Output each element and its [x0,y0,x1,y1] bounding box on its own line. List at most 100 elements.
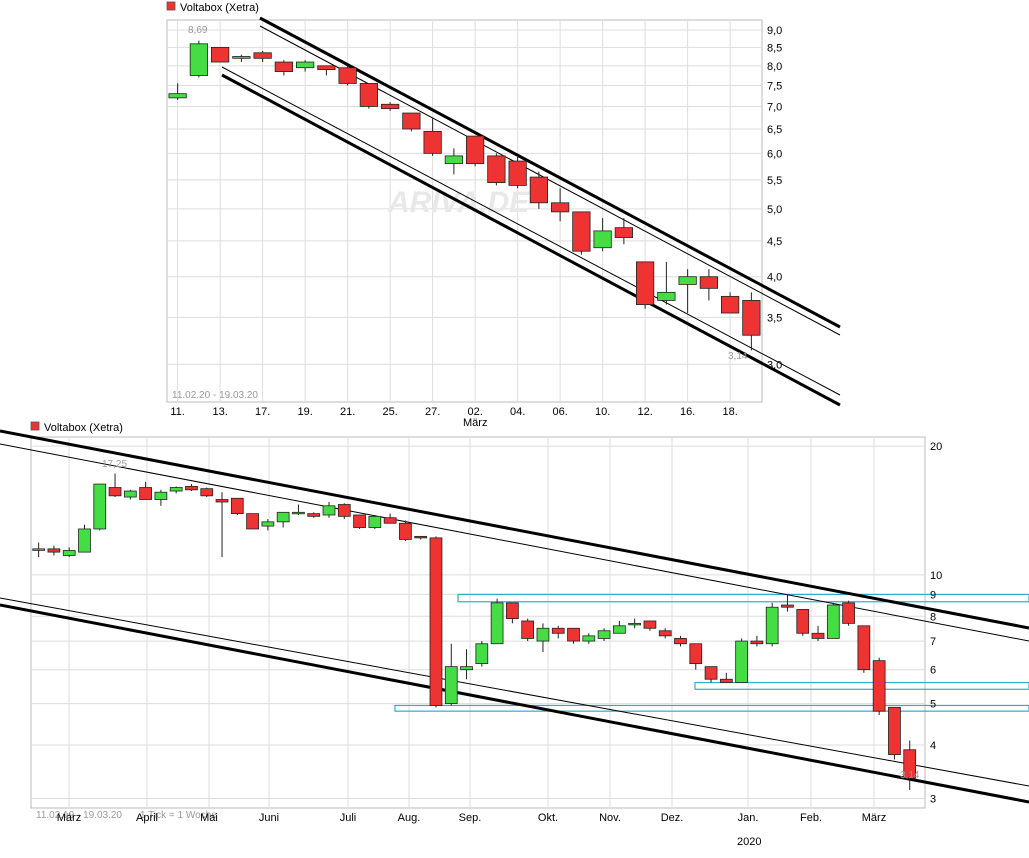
candle-body [888,706,901,755]
trend-channel [0,429,1029,804]
legend-swatch [166,1,176,11]
x-tick-label: Juni [259,812,279,824]
x-tick-label: 25. [382,406,397,418]
channel-upper [0,429,1029,630]
x-tick-label: Mai [200,812,218,824]
candle-body [628,622,642,626]
x-tick-label: Okt. [538,812,558,824]
y-tick-label: 5,0 [767,204,782,216]
x-tick-label: 04. [510,406,525,418]
candle-body [402,112,421,130]
candle-body [719,678,733,683]
candle-body [353,514,366,528]
candle-body [276,511,290,523]
candle-body [551,627,565,634]
candle-body [872,660,886,712]
y-tick-label: 7,0 [767,101,782,113]
support-zones [394,593,1029,712]
candle-body [903,749,917,779]
y-tick-label: 7 [930,636,936,648]
candle-body [230,497,244,515]
y-tick-label: 4,0 [767,272,782,284]
candle-body [699,276,718,289]
y-tick-label: 3,5 [767,312,782,324]
x-tick-label: Jan. [738,812,759,824]
candle-body [567,627,580,642]
candle-body [429,537,443,706]
x-tick-label: 11. [170,406,184,418]
channel-upper [259,16,841,329]
x-month-label: März [463,417,487,429]
high-label: 8,69 [188,25,208,36]
x-tick-label: April [136,812,158,824]
x-tick-label: 18. [722,406,737,418]
candle-body [704,666,718,680]
y-tick-label: 3 [930,793,936,805]
candle-body [296,61,315,69]
tick-label: 1 Tick = 1 Woche [140,810,217,821]
candle-body [674,638,687,645]
candle-body [487,155,506,184]
y-tick-label: 6,5 [767,124,782,136]
y-tick-label: 8,5 [767,42,782,54]
low-label: 3,14 [728,351,748,362]
candle-body [678,276,697,285]
candle-body [246,513,259,530]
candle-body [781,604,794,608]
candle-body [93,483,107,530]
range-label: 11.02.20 - 19.03.20 [172,390,258,401]
x-tick-label: 12. [637,406,652,418]
x-tick-label: Nov. [599,812,621,824]
trend-channel [221,16,841,407]
candle-body [359,83,378,107]
candle-body [200,488,214,497]
candle-body [612,625,626,634]
candle-body [169,487,183,492]
y-tick-label: 9 [930,589,936,601]
y-tick-label: 5 [930,699,936,711]
low-label: 3,14 [900,770,920,781]
candle-body [123,490,137,498]
candle-body [536,627,550,642]
candle-body [189,43,208,76]
candle-body [466,135,485,165]
candle-body [614,227,633,238]
x-tick-label: 06. [552,406,567,418]
candle-body [383,517,397,524]
x-tick-label: Feb. [800,812,822,824]
candle-body [381,103,400,110]
candle-body [368,515,382,528]
candle-body [643,620,657,629]
x-tick-label: Juli [340,812,357,824]
y-tick-label: 7,5 [767,80,782,92]
candle-body [414,535,428,539]
candle-body [750,640,764,645]
y-tick-label: 4 [930,740,936,752]
legend-label: Voltabox (Xetra) [44,422,123,434]
candle-body [460,666,473,671]
candle-body [636,261,655,305]
y-tick-label: 3,0 [767,359,782,371]
candle-body [572,211,591,252]
y-tick-label: 5,5 [767,175,782,187]
x-tick-label: März [57,812,81,824]
daily-chart: Voltabox (Xetra) ARIVA.DE 8,69 3,14 11.0… [166,1,841,429]
channel-lower-thin [221,66,841,396]
candle-body [423,130,442,154]
x-tick-label: 19. [297,406,312,418]
candle-body [658,630,672,637]
candle-body [322,505,336,516]
candle-body [721,295,740,314]
candle-body [274,61,293,72]
candle-body [857,625,871,671]
x-tick-label: Dez. [661,812,684,824]
range-label: 11.02.19 - 19.03.20 [36,810,122,821]
candle-body [521,620,535,639]
candle-body [292,511,305,515]
x-tick-label: 16. [680,406,695,418]
candle-body [490,602,504,645]
y-tick-label: 9,0 [767,25,782,37]
x-tick-label: 17. [255,406,270,418]
candles [168,40,761,351]
